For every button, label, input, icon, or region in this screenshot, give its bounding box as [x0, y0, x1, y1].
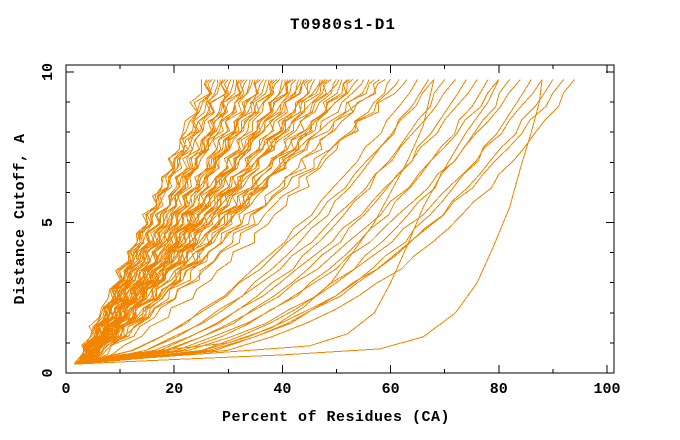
- model-curve: [80, 79, 221, 365]
- model-curve: [79, 79, 327, 365]
- model-curve: [76, 79, 324, 365]
- model-curves: [73, 79, 575, 365]
- model-curve: [81, 79, 270, 365]
- model-curve: [77, 79, 510, 365]
- x-tick-label: 0: [61, 381, 70, 398]
- plot-area-border: [65, 64, 615, 374]
- model-curve: [75, 79, 500, 365]
- model-curve: [76, 79, 381, 365]
- model-curve: [75, 79, 332, 365]
- model-curve: [75, 79, 446, 365]
- chart-title: T0980s1-D1: [290, 16, 396, 34]
- model-curve: [76, 79, 575, 365]
- model-curve: [76, 79, 211, 365]
- model-curve: [73, 79, 375, 365]
- model-curve: [77, 79, 365, 365]
- model-curve: [73, 79, 243, 365]
- model-curve: [77, 79, 565, 365]
- model-curve: [80, 79, 241, 365]
- x-axis-label: Percent of Residues (CA): [222, 409, 450, 426]
- model-curve: [76, 79, 543, 365]
- model-curve: [81, 79, 308, 365]
- model-curve: [79, 79, 478, 365]
- model-curve: [75, 79, 359, 365]
- model-curve: [79, 79, 532, 365]
- model-curve: [79, 79, 386, 365]
- model-curve: [76, 79, 302, 365]
- model-curve: [82, 79, 391, 365]
- axis-ticks: [65, 65, 614, 374]
- model-curve: [77, 79, 456, 365]
- model-curve: [76, 79, 521, 365]
- x-tick-label: 60: [382, 381, 400, 398]
- y-axis-label: Distance Cutoff, A: [12, 133, 29, 304]
- model-curve: [77, 79, 294, 365]
- y-tick-label: 5: [40, 218, 57, 227]
- axis-tick-labels: 0 20 40 60 80 100 0 5 10: [40, 63, 621, 398]
- model-curve: [75, 79, 400, 365]
- model-curve-outlier: [76, 79, 500, 365]
- model-curve: [80, 79, 340, 365]
- model-curve: [77, 79, 275, 365]
- model-curve: [77, 79, 408, 365]
- y-tick-label: 0: [40, 368, 57, 377]
- model-curve: [76, 79, 435, 365]
- model-curve: [76, 79, 227, 365]
- model-curve: [81, 79, 251, 365]
- x-tick-label: 100: [593, 381, 620, 398]
- x-tick-label: 40: [273, 381, 291, 398]
- model-curve: [77, 79, 337, 365]
- model-curve-outlier: [76, 79, 435, 365]
- model-curve: [79, 79, 305, 365]
- model-curve: [73, 79, 281, 365]
- model-curve: [81, 79, 354, 365]
- model-curve-outlier: [76, 79, 543, 365]
- x-tick-label: 80: [490, 381, 508, 398]
- y-tick-label: 10: [40, 63, 57, 81]
- x-tick-label: 20: [165, 381, 183, 398]
- model-curve: [75, 79, 254, 365]
- model-curve: [75, 79, 554, 365]
